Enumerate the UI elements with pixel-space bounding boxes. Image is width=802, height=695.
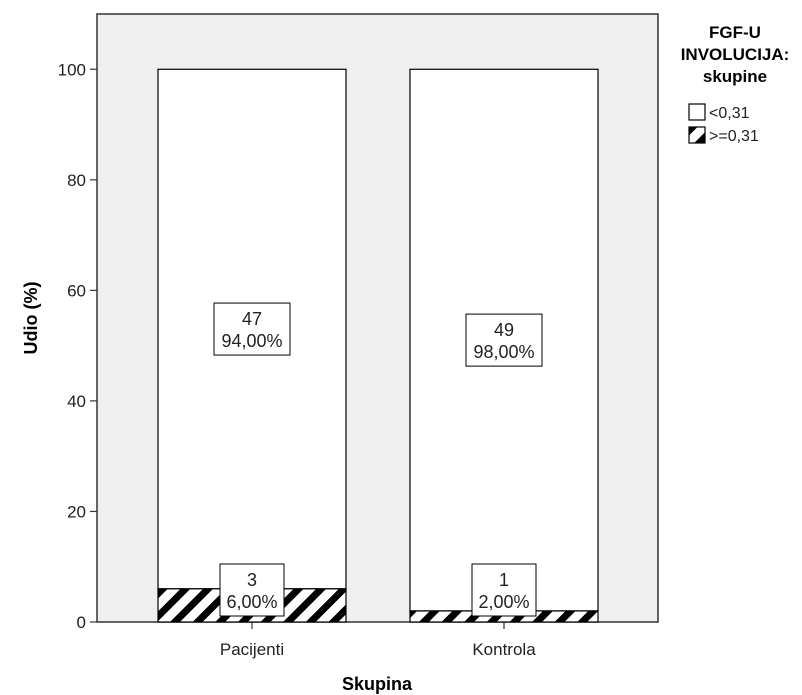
x-axis-title: Skupina bbox=[342, 674, 413, 694]
data-label-percent: 98,00% bbox=[473, 342, 534, 362]
x-tick-label: Pacijenti bbox=[220, 640, 284, 659]
legend-title-line-1: FGF-U bbox=[709, 23, 761, 42]
y-tick-label: 40 bbox=[67, 392, 86, 411]
x-tick-label: Kontrola bbox=[472, 640, 536, 659]
data-label-box bbox=[213, 302, 291, 356]
data-label-box bbox=[465, 313, 543, 367]
data-label-percent: 6,00% bbox=[226, 592, 277, 612]
data-label-count: 1 bbox=[499, 570, 509, 590]
data-label-box bbox=[219, 563, 285, 617]
y-tick-label: 20 bbox=[67, 502, 86, 521]
legend-title-line-3: skupine bbox=[703, 67, 767, 86]
y-tick-label: 100 bbox=[58, 60, 86, 79]
legend: FGF-U INVOLUCIJA: skupine <0,31 >=0,31 bbox=[681, 23, 790, 145]
data-label-count: 3 bbox=[247, 570, 257, 590]
data-label-count: 49 bbox=[494, 320, 514, 340]
legend-label: >=0,31 bbox=[709, 128, 759, 145]
legend-items: <0,31 >=0,31 bbox=[688, 103, 759, 145]
y-tick-label: 80 bbox=[67, 171, 86, 190]
data-label-count: 47 bbox=[242, 309, 262, 329]
legend-swatch bbox=[688, 103, 706, 121]
y-axis-title: Udio (%) bbox=[21, 282, 41, 355]
data-label-percent: 94,00% bbox=[221, 331, 282, 351]
legend-swatch bbox=[688, 126, 706, 144]
legend-title-line-2: INVOLUCIJA: bbox=[681, 45, 790, 64]
legend-label: <0,31 bbox=[709, 105, 750, 122]
y-tick-label: 0 bbox=[77, 613, 86, 632]
data-label-percent: 2,00% bbox=[478, 592, 529, 612]
y-tick-label: 60 bbox=[67, 281, 86, 300]
y-axis: 0 20 40 60 80 100 bbox=[58, 60, 97, 632]
x-axis: Pacijenti Kontrola bbox=[220, 622, 536, 659]
data-label-box bbox=[471, 563, 537, 617]
